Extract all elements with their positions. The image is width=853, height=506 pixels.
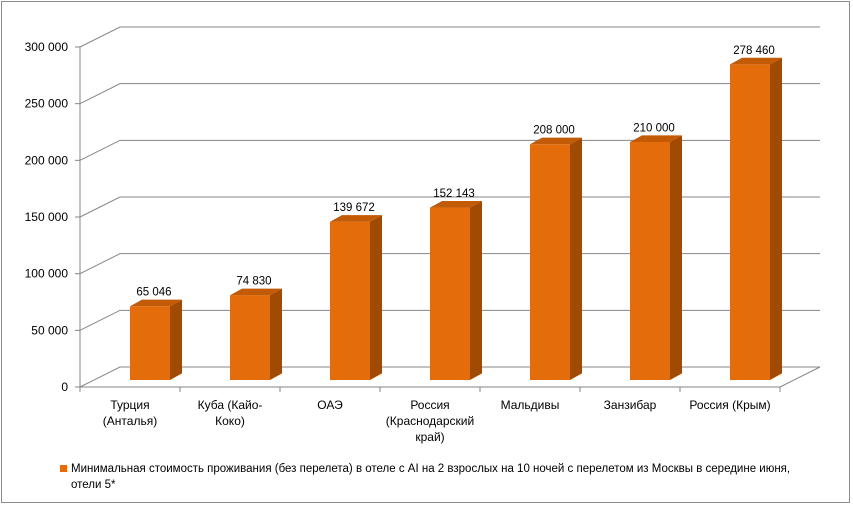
- bar: [530, 137, 582, 380]
- bar-top: [230, 288, 282, 296]
- legend: Минимальная стоимость проживания (без пе…: [60, 461, 820, 493]
- x-tick-label: Россия (Краснодарский край): [386, 398, 474, 444]
- data-label: 74 830: [236, 276, 271, 288]
- x-tick-label: ОАЭ: [317, 398, 343, 412]
- data-label: 278 460: [733, 45, 775, 57]
- gridline: [79, 253, 820, 275]
- data-label: 208 000: [533, 125, 575, 137]
- bar-top: [130, 299, 182, 307]
- legend-swatch: [60, 465, 67, 472]
- y-tick-label: 250 000: [25, 97, 69, 111]
- y-tick-label: 0: [61, 380, 68, 394]
- legend-label: Минимальная стоимость проживания (без пе…: [71, 463, 791, 491]
- floor-edge: [779, 366, 821, 388]
- gridline: [79, 196, 820, 218]
- gridline: [79, 139, 820, 161]
- data-label: 65 046: [136, 287, 171, 299]
- bar-front: [330, 221, 370, 380]
- gridline: [79, 83, 820, 105]
- gridlines: [75, 26, 820, 392]
- bar-top: [430, 200, 482, 208]
- bar: [130, 299, 182, 380]
- bar-side: [370, 215, 382, 380]
- bar-side: [270, 288, 282, 380]
- bar: [330, 215, 382, 380]
- gridline: [79, 26, 820, 48]
- y-tick-label: 300 000: [25, 40, 69, 54]
- bar-front: [130, 306, 170, 380]
- bar-front: [530, 144, 570, 380]
- bar-side: [570, 137, 582, 380]
- bar-front: [630, 142, 670, 380]
- x-tick-label: Турция (Анталья): [103, 398, 157, 428]
- bar-front: [230, 295, 270, 380]
- bar-side: [170, 299, 182, 380]
- gridline: [79, 309, 820, 331]
- bar-front: [730, 64, 770, 381]
- bar-top: [730, 57, 782, 65]
- x-tick-label: Мальдивы: [501, 398, 560, 412]
- bar: [430, 200, 482, 380]
- y-axis-tick-labels: 0 50 000 100 000 150 000 200 000 250 000 300 0…: [25, 40, 69, 394]
- y-tick-label: 50 000: [31, 323, 68, 337]
- bar-side: [770, 57, 782, 380]
- bar: [730, 57, 782, 381]
- bars: [130, 57, 782, 381]
- bar-top: [530, 137, 582, 145]
- x-axis-tick-labels: Турция (Анталья) Куба (Кайо-Коко) ОАЭ Россия…: [103, 398, 771, 444]
- y-tick-label: 150 000: [25, 210, 69, 224]
- bar-top: [330, 215, 382, 222]
- bar: [230, 288, 282, 380]
- data-label: 139 672: [333, 202, 375, 214]
- x-tick-label: Куба (Кайо-Коко): [198, 398, 263, 428]
- y-tick-label: 100 000: [25, 267, 69, 281]
- gridline: [79, 366, 820, 388]
- data-label: 152 143: [433, 188, 475, 200]
- bar-front: [430, 207, 470, 380]
- bar-side: [670, 135, 682, 380]
- x-tick-label: Занзибар: [604, 398, 657, 412]
- bar: [630, 135, 682, 380]
- bar-side: [470, 200, 482, 380]
- bar-top: [630, 135, 682, 142]
- data-label: 210 000: [633, 122, 675, 134]
- x-tick-label: Россия (Крым): [689, 398, 770, 412]
- y-tick-label: 200 000: [25, 153, 69, 167]
- data-labels: 65 046 74 830 139 672 152 143 208 000 210 000…: [136, 45, 774, 299]
